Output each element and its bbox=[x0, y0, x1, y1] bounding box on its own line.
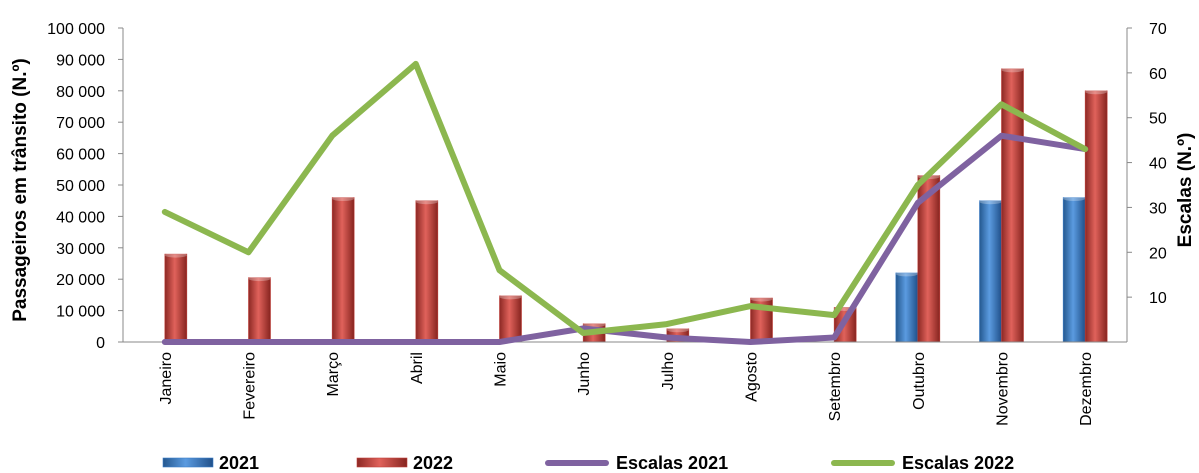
x-tick-label: Dezembro bbox=[1078, 352, 1095, 426]
bar-top-highlight bbox=[164, 252, 187, 258]
left-tick-label: 40 000 bbox=[56, 209, 105, 226]
left-tick-label: 80 000 bbox=[56, 84, 105, 101]
left-tick-label: 50 000 bbox=[56, 178, 105, 195]
x-tick-label: Agosto bbox=[744, 352, 761, 402]
left-tick-label: 60 000 bbox=[56, 147, 105, 164]
left-tick-label: 100 000 bbox=[47, 21, 105, 38]
right-axis-title: Escalas (N.º) bbox=[1175, 133, 1196, 248]
left-tick-label: 30 000 bbox=[56, 241, 105, 258]
bar-top-highlight bbox=[1085, 89, 1108, 95]
legend-label-2021: 2021 bbox=[219, 453, 259, 473]
legend-label-2022: 2022 bbox=[413, 453, 453, 473]
x-tick-label: Outubro bbox=[911, 352, 928, 410]
bar-top-highlight bbox=[332, 196, 355, 202]
x-tick-label: Fevereiro bbox=[242, 352, 259, 420]
bar-2021 bbox=[1062, 197, 1086, 343]
right-tick-label: 10 bbox=[1149, 290, 1167, 307]
right-tick-label: 60 bbox=[1149, 66, 1167, 83]
bar-2021 bbox=[895, 272, 919, 343]
legend-swatch-2022 bbox=[356, 457, 408, 468]
line-escalas-2021 bbox=[161, 132, 1089, 345]
x-tick-label: Março bbox=[325, 352, 342, 397]
right-y-axis: 10 20 30 40 50 60 70 bbox=[1126, 21, 1167, 342]
right-tick-label: 40 bbox=[1149, 156, 1167, 173]
legend-label-escalas-2022: Escalas 2022 bbox=[902, 453, 1014, 473]
bar-top-highlight bbox=[1001, 67, 1024, 73]
right-tick-label: 50 bbox=[1149, 111, 1167, 128]
bar-2022 bbox=[331, 197, 355, 343]
bar-2022 bbox=[1084, 90, 1108, 343]
bar-2022 bbox=[415, 200, 439, 343]
bar-top-highlight bbox=[248, 276, 271, 282]
left-tick-label: 90 000 bbox=[56, 52, 105, 69]
bar-series-group bbox=[123, 67, 1127, 343]
x-tick-label: Junho bbox=[576, 352, 593, 396]
legend: 2021 2022 Escalas 2021 Escalas 2022 bbox=[162, 453, 1014, 473]
line-series-group bbox=[161, 60, 1089, 345]
left-y-axis: 0 10 000 20 000 30 000 40 000 50 000 60 000 70 … bbox=[47, 21, 124, 352]
x-tick-label: Abril bbox=[409, 352, 426, 384]
bar-top-highlight bbox=[979, 199, 1002, 205]
bar-2022 bbox=[248, 277, 271, 343]
left-axis-title: Passageiros em trânsito (N.º) bbox=[10, 58, 31, 322]
bar-2022 bbox=[499, 295, 522, 343]
line-escalas-2022 bbox=[161, 60, 1089, 336]
legend-label-escalas-2021: Escalas 2021 bbox=[616, 453, 728, 473]
left-tick-label: 70 000 bbox=[56, 115, 105, 132]
x-tick-label: Maio bbox=[493, 352, 510, 387]
bar-top-highlight bbox=[1063, 196, 1086, 202]
bar-2021 bbox=[979, 200, 1002, 343]
bar-top-highlight bbox=[666, 327, 689, 333]
x-tick-label: Setembro bbox=[827, 352, 844, 421]
x-tick-label: Janeiro bbox=[158, 352, 175, 405]
left-tick-label: 0 bbox=[96, 335, 105, 352]
bar-top-highlight bbox=[583, 322, 606, 328]
right-tick-label: 20 bbox=[1149, 245, 1167, 262]
x-axis-tick-labels: Janeiro Fevereiro Março Abril Maio Junho Julho… bbox=[158, 352, 1095, 426]
x-tick-label: Novembro bbox=[995, 352, 1012, 426]
x-tick-label: Julho bbox=[660, 352, 677, 390]
bar-top-highlight bbox=[750, 296, 773, 302]
right-tick-label: 70 bbox=[1149, 21, 1167, 38]
bar-top-highlight bbox=[415, 199, 438, 205]
right-tick-label: 30 bbox=[1149, 200, 1167, 217]
legend-swatch-2021 bbox=[162, 457, 214, 468]
bar-2022 bbox=[164, 253, 188, 343]
bar-top-highlight bbox=[499, 294, 522, 300]
left-tick-label: 20 000 bbox=[56, 272, 105, 289]
bar-top-highlight bbox=[895, 271, 918, 277]
left-tick-label: 10 000 bbox=[56, 304, 105, 321]
